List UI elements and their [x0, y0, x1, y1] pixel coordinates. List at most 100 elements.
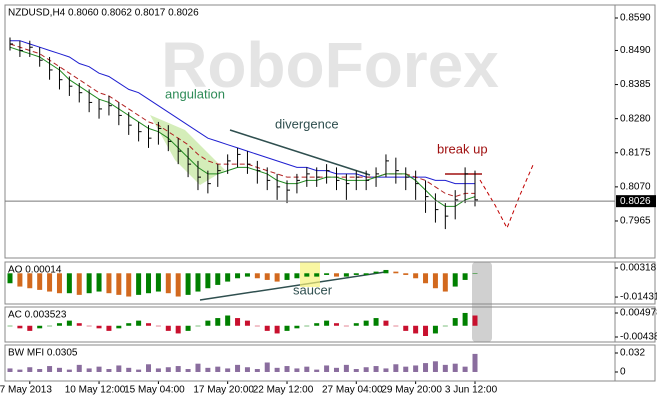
histogram-bar	[106, 325, 112, 331]
histogram-bar	[343, 364, 349, 372]
histogram-bar	[175, 366, 181, 372]
histogram-bar	[304, 366, 310, 372]
histogram-bar	[37, 369, 43, 372]
histogram-bar	[96, 273, 102, 292]
panel-title: AC 0.003523	[8, 310, 67, 321]
histogram-bar	[155, 273, 161, 292]
histogram-bar	[294, 325, 300, 329]
histogram-bar	[383, 269, 389, 274]
x-tick-label: 22 May 12:00	[253, 385, 314, 396]
histogram-bar	[452, 318, 458, 326]
histogram-bar	[373, 366, 379, 372]
highlight	[472, 262, 492, 342]
histogram-bar	[56, 367, 62, 372]
histogram-bar	[27, 273, 33, 289]
moving-average	[10, 40, 475, 185]
histogram-bar	[423, 325, 429, 337]
histogram-bar	[284, 273, 290, 280]
histogram-bar	[146, 364, 152, 372]
y-tick-label: -0.004384	[620, 332, 657, 343]
histogram-bar	[76, 323, 82, 326]
histogram-bar	[373, 318, 379, 326]
y-tick-label: 0.8175	[620, 147, 651, 158]
panel	[4, 306, 656, 343]
histogram-bar	[413, 365, 419, 372]
histogram-bar	[136, 273, 142, 295]
histogram-bar	[343, 273, 349, 277]
histogram-bar	[432, 361, 438, 372]
histogram-bar	[165, 367, 171, 372]
histogram-bar	[423, 273, 429, 284]
x-tick-label: 15 May 04:00	[124, 385, 185, 396]
histogram-bar	[76, 273, 82, 295]
y-tick-label: 0.8280	[620, 113, 651, 124]
x-tick-label: 17 May 20:00	[193, 385, 254, 396]
histogram-bar	[86, 368, 92, 372]
histogram-bar	[116, 325, 122, 329]
histogram-bar	[403, 366, 409, 372]
histogram-bar	[353, 323, 359, 326]
histogram-bar	[225, 368, 231, 372]
histogram-bar	[244, 273, 250, 277]
histogram-bar	[413, 325, 419, 334]
histogram-bar	[462, 273, 468, 280]
histogram-bar	[264, 273, 270, 280]
histogram-bar	[205, 367, 211, 372]
histogram-bar	[423, 363, 429, 372]
histogram-bar	[76, 364, 82, 372]
histogram-bar	[264, 362, 270, 372]
histogram-bar	[314, 273, 320, 277]
histogram-bar	[155, 368, 161, 372]
histogram-bar	[175, 325, 181, 334]
histogram-bar	[363, 320, 369, 326]
histogram-bar	[472, 315, 478, 326]
histogram-bar	[403, 325, 409, 331]
histogram-bar	[56, 323, 62, 326]
histogram-bar	[324, 273, 330, 275]
histogram-bar	[274, 273, 280, 282]
histogram-bar	[314, 323, 320, 326]
histogram-bar	[432, 273, 438, 289]
histogram-bar	[324, 320, 330, 326]
histogram-bar	[116, 273, 122, 295]
histogram-bar	[413, 273, 419, 279]
histogram-bar	[235, 273, 241, 279]
histogram-bar	[294, 273, 300, 279]
histogram-bar	[146, 273, 152, 294]
histogram-bar	[126, 273, 132, 297]
histogram-bar	[244, 367, 250, 372]
histogram-bar	[205, 273, 211, 289]
histogram-bar	[96, 366, 102, 372]
histogram-bar	[47, 273, 53, 292]
histogram-bar	[47, 366, 53, 372]
x-tick-label: 27 May 04:00	[322, 385, 383, 396]
histogram-bar	[373, 271, 379, 274]
histogram-bar	[116, 365, 122, 372]
histogram-bar	[274, 367, 280, 372]
histogram-bar	[106, 273, 112, 294]
histogram-bar	[235, 364, 241, 372]
histogram-bar	[165, 273, 171, 294]
panel-title: BW MFI 0.0305	[8, 348, 78, 359]
histogram-bar	[165, 325, 171, 331]
histogram-bar	[7, 368, 13, 372]
histogram-bar	[304, 273, 310, 277]
histogram-bar	[195, 273, 201, 292]
current-price-box	[616, 195, 656, 208]
histogram-bar	[126, 367, 132, 372]
panel	[4, 4, 656, 259]
histogram-bar	[56, 273, 62, 294]
histogram-bar	[7, 325, 13, 327]
histogram-bar	[284, 366, 290, 372]
histogram-bar	[353, 273, 359, 275]
histogram-bar	[274, 325, 280, 334]
histogram-bar	[363, 367, 369, 372]
annotation: break up	[437, 141, 488, 156]
histogram-bar	[333, 273, 339, 277]
histogram-bar	[27, 367, 33, 372]
saucer-highlight	[300, 262, 320, 287]
histogram-bar	[244, 320, 250, 326]
histogram-bar	[66, 273, 72, 294]
histogram-bar	[462, 366, 468, 372]
x-tick-label: 10 May 12:00	[65, 385, 126, 396]
